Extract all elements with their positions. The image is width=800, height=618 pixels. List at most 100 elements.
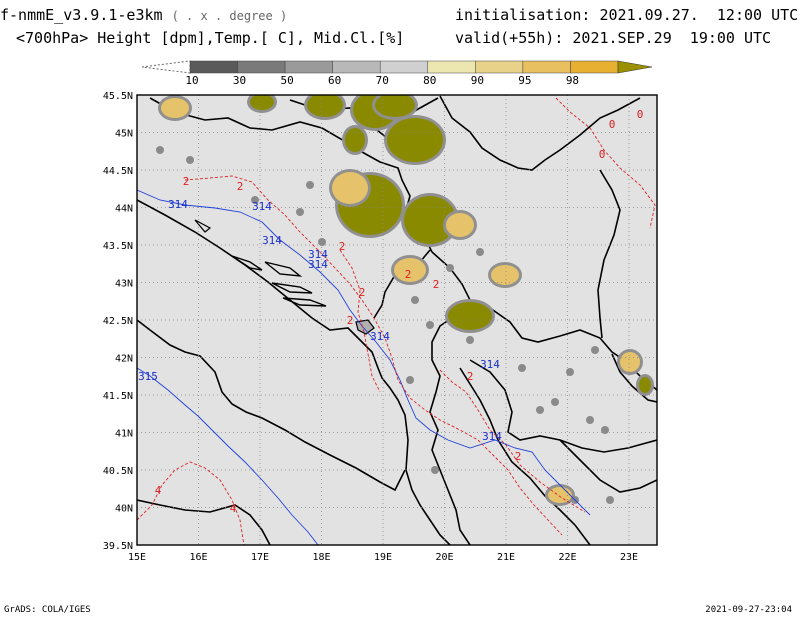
cloud-speck — [411, 296, 419, 304]
lat-label: 42N — [115, 354, 133, 365]
cloud-speck — [476, 248, 484, 256]
lat-label: 45.5N — [103, 91, 133, 102]
valid-label: valid(+55h): — [455, 29, 564, 47]
model-name: f-nmmE_v3.9.1-e3km — [0, 6, 163, 24]
island-4 — [282, 297, 327, 307]
island-2 — [264, 261, 303, 277]
cloud-blob — [307, 95, 343, 117]
temp-contour-label: 0 — [599, 148, 606, 161]
height-contour-label: 314 — [262, 234, 282, 247]
temp-contour-label: 2 — [339, 240, 346, 253]
lon-label: 19E — [374, 552, 392, 563]
lat-label: 42.5N — [103, 316, 133, 327]
cloud-speck — [586, 416, 594, 424]
temp-contour-label: 4 — [230, 502, 237, 515]
border-7 — [597, 169, 621, 339]
cloud-speck — [446, 264, 454, 272]
lat-label: 44.5N — [103, 166, 133, 177]
colorbar-high-arrow — [617, 60, 653, 74]
colorbar-tick-label: 80 — [423, 74, 436, 87]
footer-credit: GrADS: COLA/IGES — [4, 605, 91, 615]
lon-label: 15E — [128, 552, 146, 563]
temp-contour-label: 2 — [183, 175, 190, 188]
cloud-speck — [518, 364, 526, 372]
island-3 — [271, 282, 313, 294]
colorbar-tick-label: 90 — [471, 74, 484, 87]
cloud-speck — [601, 426, 609, 434]
cloud-speck — [318, 238, 326, 246]
cloud-speck — [306, 181, 314, 189]
init-value: 2021.09.27. 12:00 UTC — [599, 6, 799, 24]
border-11 — [459, 367, 499, 441]
cloud-speck — [566, 368, 574, 376]
cloud-blob — [345, 128, 365, 152]
cloud-speck — [426, 321, 434, 329]
cloud-blob — [446, 213, 474, 237]
lon-label: 17E — [251, 552, 269, 563]
temp-contour-label: 2 — [433, 278, 440, 291]
colorbar-tick-label: 60 — [328, 74, 341, 87]
height-contour-label: 314 — [168, 198, 188, 211]
cloud-speck — [606, 496, 614, 504]
border-12 — [611, 353, 657, 403]
colorbar-tick-label: 30 — [233, 74, 246, 87]
lat-label: 43N — [115, 279, 133, 290]
cloud-blob — [375, 95, 415, 117]
height-contour-label: 314 — [370, 330, 390, 343]
height-contour-label: 314 — [482, 430, 502, 443]
island-5 — [194, 219, 212, 233]
temp-contour-label: 2 — [467, 370, 474, 383]
lon-label: 16E — [189, 552, 207, 563]
cloud-speck — [251, 196, 259, 204]
temp-contour-2c — [439, 369, 586, 513]
temp-contour-label: 2 — [359, 286, 366, 299]
height-contour-label: 314 — [308, 248, 328, 261]
lat-label: 41N — [115, 429, 133, 440]
cloud-speck — [466, 336, 474, 344]
cloud-blob — [394, 258, 426, 282]
variables-label: <700hPa> Height [dpm],Temp.[ C], Mid.Cl.… — [16, 29, 405, 47]
init-label: initialisation: — [455, 6, 591, 24]
border-9 — [497, 439, 591, 545]
border-3 — [439, 95, 641, 171]
height-contour-label: 314 — [252, 200, 272, 213]
lon-label: 22E — [558, 552, 576, 563]
temp-contour-label: 0 — [609, 118, 616, 131]
lon-label: 23E — [620, 552, 638, 563]
temp-contour-label: 2 — [405, 268, 412, 281]
lon-label: 20E — [435, 552, 453, 563]
cloud-blob — [448, 302, 492, 330]
lat-label: 41.5N — [103, 391, 133, 402]
temp-contour-label: 4 — [155, 484, 162, 497]
temp-contour-label: 0 — [637, 108, 644, 121]
temp-contour-2a — [184, 175, 563, 536]
lat-label: 40N — [115, 504, 133, 515]
colorbar-tick-label: 50 — [280, 74, 293, 87]
lat-label: 43.5N — [103, 241, 133, 252]
cloud-speck — [296, 208, 304, 216]
lon-label: 18E — [312, 552, 330, 563]
valid-value: 2021.SEP.29 19:00 UTC — [572, 29, 772, 47]
cloud-blob — [161, 98, 189, 118]
cloud-speck — [431, 466, 439, 474]
valid-time: valid(+55h): 2021.SEP.29 19:00 UTC — [455, 29, 771, 47]
border-10 — [559, 439, 657, 493]
temp-contour-4 — [137, 461, 245, 545]
cloud-speck — [591, 346, 599, 354]
height-contour-label: 314 — [480, 358, 500, 371]
temp-contour-0 — [555, 97, 656, 229]
cloud-speck — [551, 398, 559, 406]
footer-timestamp: 2021-09-27-23:04 — [705, 605, 792, 615]
cloud-blob — [639, 377, 651, 393]
colorbar-tick-label: 95 — [518, 74, 531, 87]
cloud-blob — [250, 95, 274, 110]
cloud-speck — [536, 406, 544, 414]
temp-contour-label: 2 — [515, 450, 522, 463]
cloud-blob — [387, 118, 443, 162]
cloud-blob — [404, 196, 456, 244]
model-title: f-nmmE_v3.9.1-e3km ( . x . degree ) — [0, 6, 287, 24]
temp-contour-label: 2 — [237, 180, 244, 193]
cloud-speck — [406, 376, 414, 384]
cloud-speck — [156, 146, 164, 154]
lat-label: 39.5N — [103, 541, 133, 552]
